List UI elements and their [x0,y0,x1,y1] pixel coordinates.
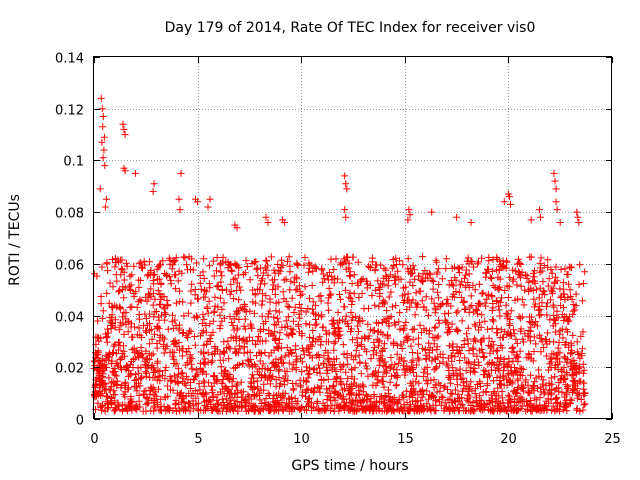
outlier-points [96,94,583,232]
roti-point [194,198,202,206]
x-tick-label: 25 [604,432,621,447]
x-tick-label: 15 [397,432,414,447]
roti-point [175,195,183,203]
roti-point [500,198,508,206]
roti-point [404,216,412,224]
roti-point [343,185,351,193]
roti-point [206,195,214,203]
roti-point [100,146,108,154]
data-points [90,94,589,415]
roti-point [119,120,127,128]
roti-point [552,185,560,193]
roti-point [536,206,543,214]
roti-point [150,180,158,188]
roti-point [177,169,185,177]
x-tick-label: 0 [90,432,98,447]
roti-point [574,213,582,221]
roti-point [406,211,414,219]
y-tick-label: 0.12 [55,104,84,119]
roti-point [552,198,560,206]
roti-point [342,213,350,221]
roti-point [96,185,104,193]
roti-point [101,162,109,170]
roti-point [537,213,544,221]
roti-point [101,203,109,211]
roti-point [98,105,106,113]
y-tick-label: 0 [76,414,84,429]
x-tick-label: 10 [293,432,310,447]
roti-point [264,219,272,226]
y-tick-label: 0.04 [55,311,84,326]
roti-point [550,169,558,177]
grid [94,57,612,419]
roti-point [100,133,108,141]
plot-frame [93,56,612,419]
roti-point-cloud [90,253,589,415]
roti-point [573,208,581,216]
roti-point [121,131,129,139]
roti-point [99,113,107,120]
roti-point [97,94,105,102]
roti-point [233,224,241,232]
roti-point [204,203,212,211]
roti-point [342,180,350,188]
roti-point [428,208,436,216]
roti-point [341,172,349,180]
roti-point [120,125,128,133]
chart-title: Day 179 of 2014, Rate Of TEC Index for r… [165,20,536,36]
x-axis-label: GPS time / hours [291,458,408,474]
roti-point [527,216,535,224]
roti-point [556,219,564,226]
y-tick-label: 0.14 [55,52,84,67]
y-tick-label: 0.08 [55,207,84,222]
y-tick-label: 0.02 [55,362,84,377]
roti-point [505,193,513,201]
x-tick-label: 20 [500,432,517,447]
x-tick-label: 5 [194,432,202,447]
roti-point [149,188,157,195]
roti-point [262,213,270,221]
roti-point [551,177,559,185]
roti-point [553,206,561,214]
roti-point [121,167,129,175]
roti-point [99,123,107,131]
y-tick-label: 0.06 [55,259,84,274]
y-axis-label: ROTI / TECUs [7,194,23,286]
roti-point [405,206,413,214]
roti-point [575,219,583,226]
axis-ticks: 0 0.02 0.04 0.06 0.08 0.1 0.12 0.14 0 5 10 15 20 25 [55,52,621,448]
y-tick-label: 0.1 [63,155,84,170]
roti-point [507,200,514,208]
roti-point [102,195,110,203]
roti-point [98,138,106,146]
roti-point [341,206,349,214]
roti-point [281,219,289,226]
roti-point [131,169,139,177]
roti-point [99,154,107,162]
roti-point [453,213,461,221]
roti-point [176,206,184,214]
roti-point [467,219,475,226]
